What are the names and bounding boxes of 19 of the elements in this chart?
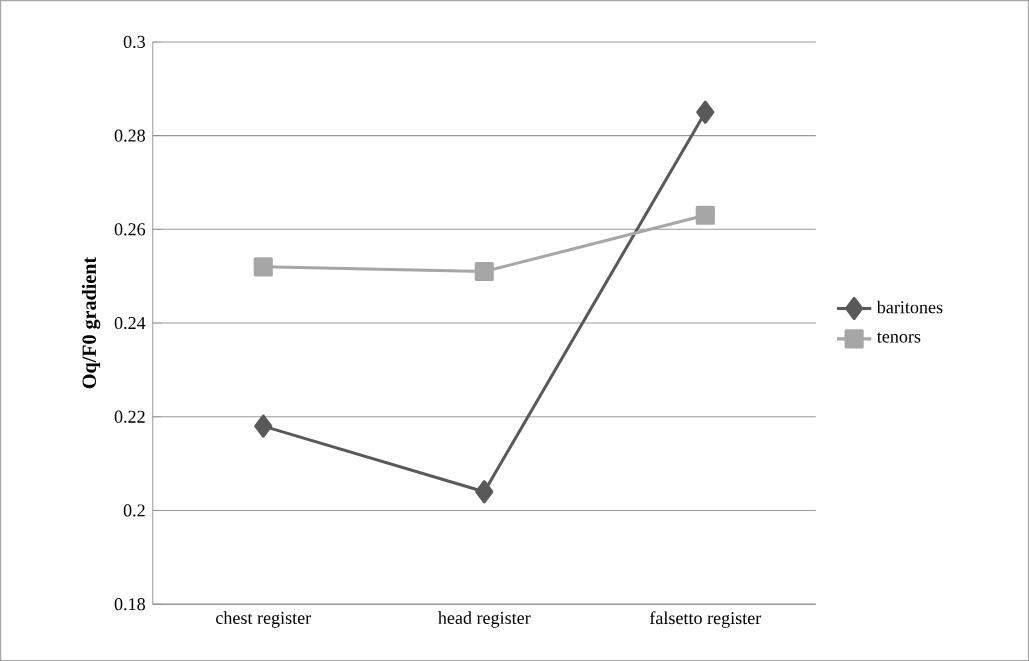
x-tick-label: falsetto register <box>649 611 762 628</box>
y-tick-label: 0.22 <box>114 410 145 423</box>
point <box>254 414 273 438</box>
x-tick-label: head register <box>438 611 531 628</box>
y-tick-label: 0.26 <box>114 223 146 236</box>
y-tick-label: 0.24 <box>114 316 146 330</box>
y-axis-title: Oq/F0 gradient <box>81 256 101 389</box>
y-tick-label: 0.3 <box>123 35 145 48</box>
x-tick-label: chest register <box>216 611 312 628</box>
point <box>475 480 494 504</box>
legend-label: tenors <box>876 332 921 343</box>
point <box>696 100 715 124</box>
legend-label: baritones <box>876 300 943 314</box>
point <box>695 205 715 225</box>
y-tick-label: 0.2 <box>123 504 145 517</box>
y-tick-label: 0.18 <box>114 597 145 611</box>
point <box>474 261 494 281</box>
y-tick-label: 0.28 <box>114 129 145 142</box>
point <box>253 257 273 277</box>
